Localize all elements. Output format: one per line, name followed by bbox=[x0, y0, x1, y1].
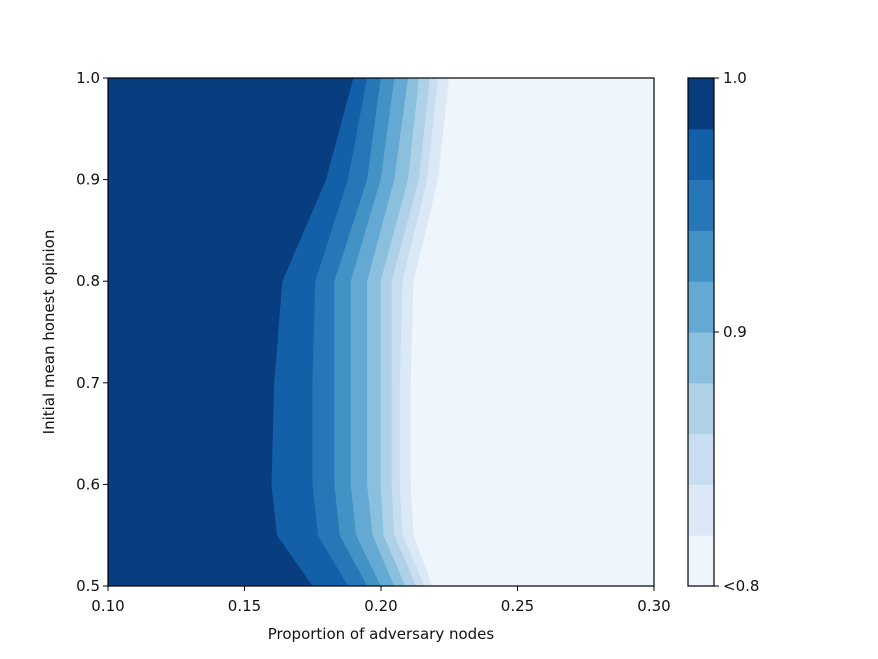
x-tick-label: 0.30 bbox=[637, 597, 670, 615]
colorbar-segment bbox=[688, 281, 714, 333]
colorbar-segment bbox=[688, 78, 714, 130]
y-tick-label: 0.7 bbox=[76, 374, 100, 392]
colorbar-tick-label: 1.0 bbox=[723, 69, 747, 87]
colorbar-segment bbox=[688, 179, 714, 231]
plot-area bbox=[108, 77, 655, 587]
colorbar-segment bbox=[688, 433, 714, 485]
x-axis: 0.10 0.15 0.20 0.25 0.30 bbox=[91, 586, 671, 615]
colorbar: <0.8 0.9 1.0 bbox=[687, 69, 759, 595]
y-axis: 0.5 0.6 0.7 0.8 0.9 1.0 bbox=[76, 69, 108, 595]
colorbar-segment bbox=[688, 484, 714, 536]
colorbar-segment bbox=[688, 332, 714, 384]
x-axis-label: Proportion of adversary nodes bbox=[268, 625, 495, 643]
x-tick-label: 0.20 bbox=[364, 597, 397, 615]
y-tick-label: 0.9 bbox=[76, 171, 100, 189]
y-tick-label: 1.0 bbox=[76, 69, 100, 87]
y-tick-label: 0.8 bbox=[76, 272, 100, 290]
x-tick-label: 0.10 bbox=[91, 597, 124, 615]
colorbar-segment bbox=[688, 230, 714, 282]
x-tick-label: 0.25 bbox=[501, 597, 534, 615]
colorbar-segment bbox=[688, 382, 714, 435]
colorbar-tick-label: <0.8 bbox=[723, 577, 759, 595]
colorbar-segment bbox=[688, 128, 714, 181]
contour-band-0.82 bbox=[410, 77, 655, 587]
y-tick-label: 0.6 bbox=[76, 475, 100, 493]
y-tick-label: 0.5 bbox=[76, 577, 100, 595]
colorbar-tick-label: 0.9 bbox=[723, 323, 747, 341]
y-axis-label: Initial mean honest opinion bbox=[40, 230, 58, 435]
colorbar-segment bbox=[688, 535, 714, 587]
x-tick-label: 0.15 bbox=[228, 597, 261, 615]
